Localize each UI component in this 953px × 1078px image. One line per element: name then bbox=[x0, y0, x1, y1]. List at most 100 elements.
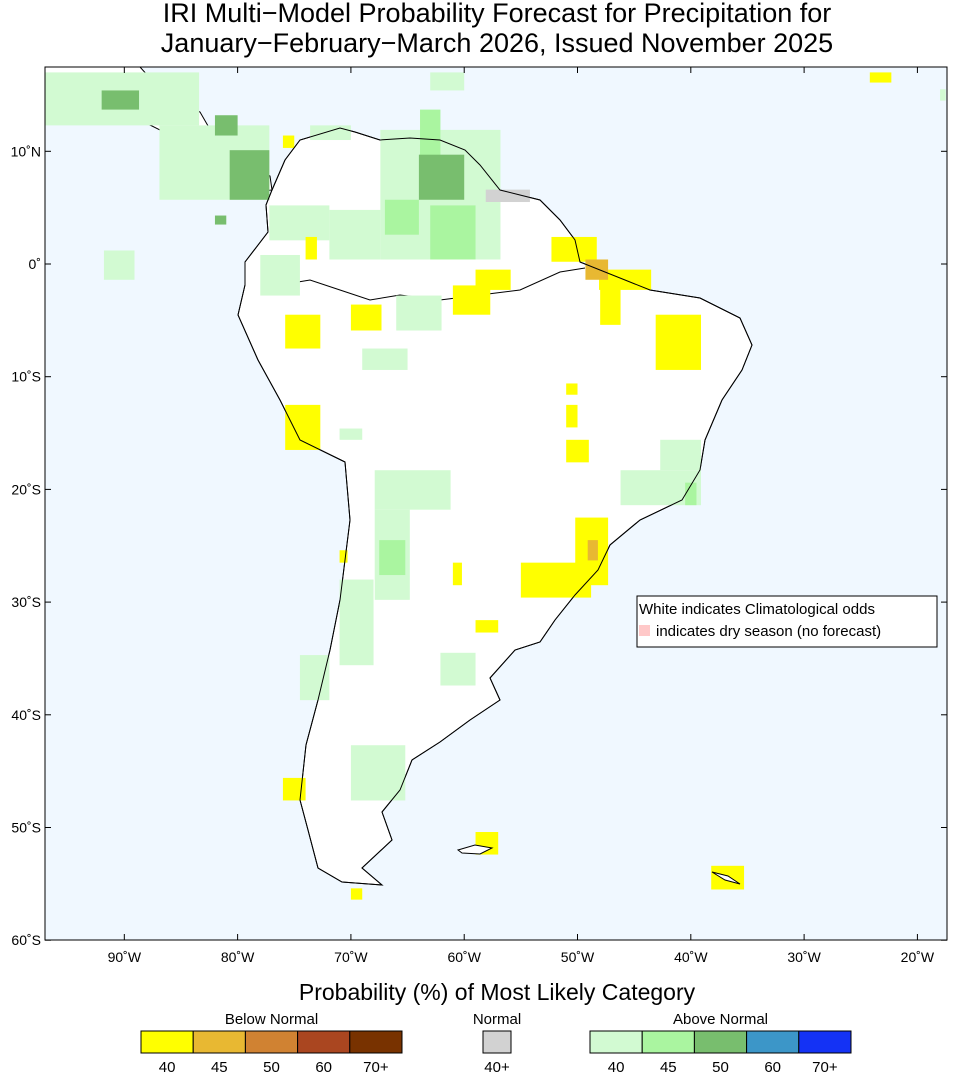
legend-swatch-label: 50 bbox=[263, 1059, 280, 1073]
forecast-patch-a40 bbox=[339, 428, 363, 440]
lat-tick-label: 10˚N bbox=[11, 143, 41, 159]
forecast-patch-a40 bbox=[374, 470, 451, 510]
legend-heading: Probability (%) of Most Likely Category bbox=[299, 979, 696, 1005]
forecast-patch-a45 bbox=[379, 540, 406, 576]
forecast-patch-a40 bbox=[310, 125, 351, 141]
legend-swatch-b60 bbox=[297, 1030, 351, 1054]
coastline-overlay bbox=[237, 127, 753, 886]
lon-tick-label: 90˚W bbox=[108, 949, 142, 965]
forecast-patch-a40 bbox=[103, 250, 135, 280]
falkland-islands bbox=[456, 844, 494, 855]
lat-tick-label: 60˚S bbox=[11, 932, 41, 948]
legend-swatch-a45 bbox=[641, 1030, 695, 1054]
legend-swatch-b50 bbox=[244, 1030, 299, 1054]
forecast-patch-b40 bbox=[452, 562, 462, 586]
legend-swatch-a40 bbox=[589, 1030, 643, 1054]
forecast-patches bbox=[45, 72, 946, 900]
forecast-patch-b40 bbox=[282, 777, 306, 801]
lat-tick-label: 20˚S bbox=[11, 481, 41, 497]
lat-tick-label: 0˚ bbox=[29, 256, 41, 272]
lon-tick-label: 20˚W bbox=[901, 949, 935, 965]
forecast-patch-b40 bbox=[285, 404, 321, 450]
forecast-patch-a40 bbox=[339, 579, 374, 666]
forecast-patch-b40 bbox=[566, 404, 578, 428]
forecast-patch-a45 bbox=[420, 109, 441, 161]
legend-swatch-b45 bbox=[192, 1030, 246, 1054]
legend-swatch-label: 45 bbox=[660, 1059, 677, 1073]
legend-swatch-label: 60 bbox=[315, 1059, 332, 1073]
forecast-patch-b40 bbox=[350, 888, 363, 900]
legend-group-label: Above Normal bbox=[673, 1011, 768, 1028]
forecast-patch-a50 bbox=[229, 150, 270, 200]
forecast-patch-b40 bbox=[869, 72, 892, 83]
map-note-box bbox=[636, 595, 938, 648]
legend-swatch-label: 70+ bbox=[812, 1059, 838, 1073]
forecast-patch-a50 bbox=[214, 115, 238, 136]
forecast-patch-b40 bbox=[350, 304, 382, 331]
legend-swatch-b40 bbox=[140, 1030, 194, 1054]
forecast-patch-b40 bbox=[285, 314, 321, 349]
map-note-line-2: indicates dry season (no forecast) bbox=[656, 623, 881, 640]
forecast-patch-a40 bbox=[299, 655, 330, 701]
dry-season-swatch bbox=[639, 625, 650, 636]
map bbox=[45, 67, 947, 940]
lon-tick-label: 30˚W bbox=[787, 949, 821, 965]
legend-swatch-label: 40 bbox=[608, 1059, 625, 1073]
title-line-2: January−February−March 2026, Issued Nove… bbox=[161, 28, 833, 58]
map-note-line-1: White indicates Climatological odds bbox=[639, 601, 875, 618]
legend-swatch-label: 50 bbox=[712, 1059, 729, 1073]
forecast-patch-b40 bbox=[452, 285, 491, 315]
lat-tick-label: 30˚S bbox=[11, 594, 41, 610]
lon-tick-label: 50˚W bbox=[561, 949, 595, 965]
forecast-patch-a40 bbox=[329, 209, 381, 260]
map-note: White indicates Climatological odds indi… bbox=[636, 595, 938, 648]
forecast-patch-a45 bbox=[384, 199, 419, 235]
forecast-patch-a45 bbox=[430, 205, 476, 260]
forecast-patch-a50 bbox=[214, 215, 227, 225]
legend-swatch-label: 70+ bbox=[363, 1059, 389, 1073]
forecast-patch-a50 bbox=[418, 154, 465, 200]
forecast-patch-b40 bbox=[520, 562, 592, 598]
forecast-patch-b40 bbox=[551, 236, 597, 262]
legend-group-label: Below Normal bbox=[225, 1011, 318, 1028]
lon-tick-label: 60˚W bbox=[447, 949, 481, 965]
lon-tick-label: 70˚W bbox=[334, 949, 368, 965]
forecast-patch-b40 bbox=[475, 269, 511, 290]
forecast-patch-a40 bbox=[940, 89, 946, 101]
lat-tick-label: 40˚S bbox=[11, 707, 41, 723]
legend-group-label: Normal bbox=[473, 1011, 521, 1028]
legend-swatch-label: 40 bbox=[159, 1059, 176, 1073]
lat-tick-label: 50˚S bbox=[11, 820, 41, 836]
forecast-patch-b40 bbox=[282, 135, 295, 148]
forecast-patch-a40 bbox=[396, 295, 442, 331]
title-line-1: IRI Multi−Model Probability Forecast for… bbox=[163, 0, 832, 28]
axis-ticks: 10˚N 0˚ 10˚S 20˚S 30˚S 40˚S 50˚S 60˚S 90˚W 80˚W 70… bbox=[11, 67, 947, 965]
legend-swatch-label: 40+ bbox=[484, 1059, 510, 1073]
legend-swatch-label: 60 bbox=[764, 1059, 781, 1073]
lon-tick-label: 40˚W bbox=[674, 949, 708, 965]
forecast-patch-b40 bbox=[339, 550, 348, 563]
legend: Below Normal 40 45 50 60 70+ Normal 40+ Above No… bbox=[140, 1011, 852, 1076]
forecast-patch-b45 bbox=[585, 259, 609, 280]
forecast-patch-b40 bbox=[566, 383, 578, 395]
forecast-patch-b45 bbox=[587, 540, 598, 561]
south-georgia bbox=[711, 871, 741, 885]
forecast-patch-a50 bbox=[101, 90, 140, 110]
forecast-patch-n40 bbox=[485, 189, 530, 203]
legend-swatch-b70 bbox=[349, 1030, 403, 1054]
forecast-patch-a40 bbox=[269, 205, 330, 241]
forecast-patch-a40 bbox=[660, 439, 702, 471]
forecast-patch-a40 bbox=[440, 652, 476, 686]
legend-swatch-a60 bbox=[746, 1030, 800, 1054]
lat-tick-label: 10˚S bbox=[11, 369, 41, 385]
forecast-patch-a40 bbox=[350, 745, 406, 801]
forecast-patch-a45 bbox=[685, 482, 697, 506]
legend-swatch-n40 bbox=[482, 1030, 512, 1054]
legend-swatch-a50 bbox=[693, 1030, 748, 1054]
forecast-patch-b40 bbox=[600, 279, 621, 325]
forecast-patch-b40 bbox=[655, 314, 702, 370]
forecast-patch-a40 bbox=[260, 254, 300, 296]
map-frame bbox=[44, 66, 948, 941]
forecast-patch-b40 bbox=[475, 620, 499, 633]
